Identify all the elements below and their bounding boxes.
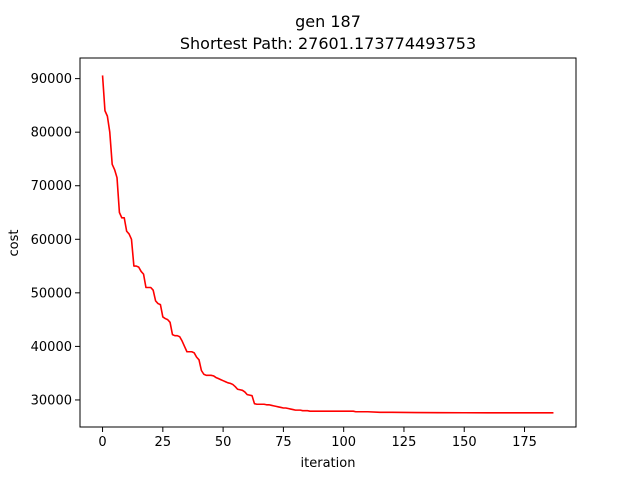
y-tick-label: 90000 <box>31 72 72 87</box>
x-tick-label: 75 <box>275 435 292 450</box>
y-tick-label: 70000 <box>31 179 72 194</box>
x-tick-label: 175 <box>512 435 537 450</box>
y-tick-label: 50000 <box>31 286 72 301</box>
y-tick-label: 60000 <box>31 233 72 248</box>
x-tick-label: 100 <box>331 435 356 450</box>
chart-subtitle: Shortest Path: 27601.173774493753 <box>180 34 476 53</box>
chart-title: gen 187 <box>295 12 361 31</box>
y-tick-label: 80000 <box>31 126 72 141</box>
y-tick-label: 40000 <box>31 340 72 355</box>
plot-area-frame <box>79 57 577 428</box>
x-tick-label: 50 <box>215 435 232 450</box>
x-axis-label: iteration <box>301 456 356 471</box>
x-tick-label: 125 <box>392 435 417 450</box>
series-line-0 <box>101 75 554 414</box>
y-axis-label: cost <box>7 230 22 257</box>
x-tick-label: 25 <box>155 435 172 450</box>
y-tick-label: 30000 <box>31 393 72 408</box>
x-tick-label: 0 <box>98 435 106 450</box>
x-tick-label: 150 <box>452 435 477 450</box>
